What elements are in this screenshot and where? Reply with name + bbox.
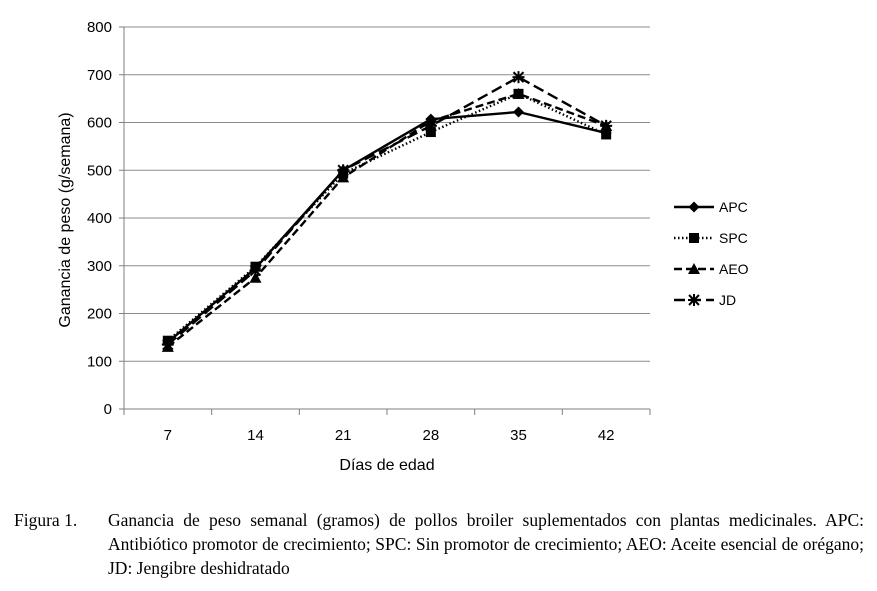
y-tick-label: 700 [87, 67, 112, 84]
series-aeo [162, 88, 612, 352]
caption-text: Ganancia de peso semanal (gramos) de pol… [108, 508, 864, 580]
x-axis-title: Días de edad [339, 457, 434, 474]
data-point-jd [337, 164, 349, 176]
line-chart: 0 100 200 300 400 500 600 700 800 7 14 21 28 35 42 APC… [0, 0, 877, 500]
y-tick-label: 100 [87, 353, 112, 370]
series-apc [162, 106, 611, 347]
series-spc [163, 89, 611, 346]
x-tick-label: 42 [598, 427, 615, 444]
y-tick-label: 400 [87, 210, 112, 227]
legend-label: JD [719, 292, 736, 308]
y-axis-title: Ganancia de peso (g/semana) [57, 112, 74, 327]
y-tick-label: 300 [87, 258, 112, 275]
y-tick-label: 500 [87, 162, 112, 179]
series-lines [162, 71, 612, 352]
data-point-jd [162, 339, 174, 351]
y-tick-label: 0 [104, 401, 112, 418]
x-tick-label: 7 [164, 427, 172, 444]
axes: 0 100 200 300 400 500 600 700 800 7 14 21 28 35 42 [87, 19, 650, 444]
series-line-aeo [168, 94, 606, 347]
data-point-jd [513, 71, 525, 83]
y-tick-label: 200 [87, 306, 112, 323]
legend: APC SPC AEO JD [674, 199, 749, 308]
data-point-jd [250, 265, 262, 277]
y-tick-label: 600 [87, 115, 112, 132]
figure-caption: Figura 1. Ganancia de peso semanal (gram… [14, 508, 864, 580]
series-jd [162, 71, 612, 350]
x-tick-label: 21 [335, 427, 352, 444]
legend-marker [689, 233, 699, 243]
data-point-jd [425, 120, 437, 132]
y-tick-label: 800 [87, 19, 112, 36]
legend-item-aeo: AEO [674, 261, 749, 277]
data-point-jd [600, 120, 612, 132]
legend-label: AEO [719, 261, 749, 277]
legend-marker [688, 294, 700, 306]
x-tick-label: 35 [510, 427, 527, 444]
x-tick-label: 14 [247, 427, 264, 444]
legend-marker [689, 202, 700, 213]
legend-label: APC [719, 199, 748, 215]
data-point-apc [513, 106, 524, 117]
legend-item-apc: APC [674, 199, 748, 215]
series-line-spc [168, 94, 606, 341]
legend-label: SPC [719, 230, 748, 246]
series-line-apc [168, 112, 606, 342]
x-tick-label: 28 [422, 427, 439, 444]
caption-label: Figura 1. [14, 508, 108, 580]
legend-item-spc: SPC [674, 230, 748, 246]
legend-item-jd: JD [674, 292, 736, 308]
